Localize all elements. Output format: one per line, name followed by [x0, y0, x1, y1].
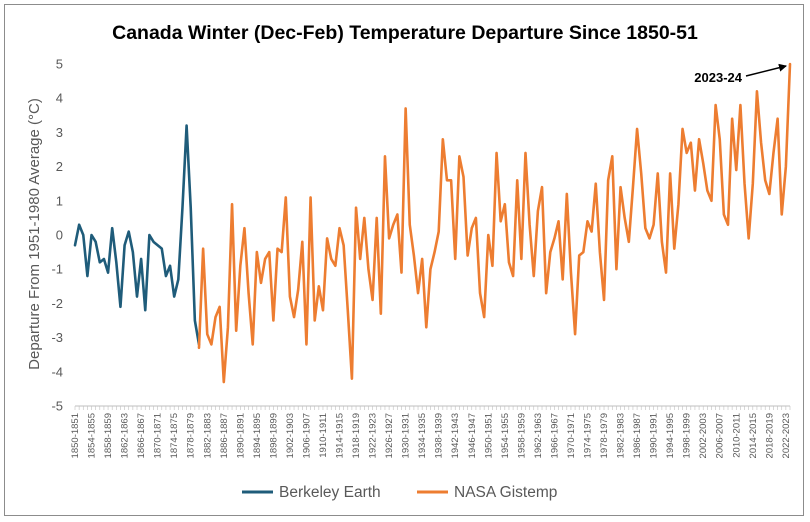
y-tick-label: 5: [56, 57, 63, 72]
y-tick-label: -4: [51, 364, 63, 379]
x-tick-label: 1950-1951: [483, 413, 494, 458]
annotation-label: 2023-24: [694, 70, 742, 85]
x-tick-label: 1882-1883: [202, 413, 213, 458]
x-tick-label: 1998-1999: [682, 413, 693, 458]
x-tick-label: 2010-2011: [731, 413, 742, 458]
x-tick-label: 1930-1931: [401, 413, 412, 458]
y-axis-label: Departure From 1951-1980 Average (°C): [26, 98, 43, 370]
x-tick-label: 1854-1855: [87, 413, 98, 458]
x-tick-label: 2022-2023: [781, 413, 792, 458]
x-tick-label: 1982-1983: [616, 413, 627, 458]
chart-title: Canada Winter (Dec-Feb) Temperature Depa…: [112, 22, 698, 44]
x-tick-label: 1970-1971: [566, 413, 577, 458]
x-tick-label: 1966-1967: [549, 413, 560, 458]
x-tick-label: 1898-1899: [268, 413, 279, 458]
series-line-nasa-gistemp: [197, 62, 792, 384]
x-tick-label: 1946-1947: [467, 413, 478, 458]
x-tick-label: 1954-1955: [500, 413, 511, 458]
x-tick-label: 1990-1991: [649, 413, 660, 458]
x-tick-label: 1866-1867: [136, 413, 147, 458]
x-tick-label: 2006-2007: [715, 413, 726, 458]
x-tick-label: 1850-1851: [70, 413, 81, 458]
x-tick-label: 1906-1907: [301, 413, 312, 458]
x-tick-label: 1862-1863: [120, 413, 131, 458]
x-tick-label: 1918-1919: [351, 413, 362, 458]
y-tick-label: 3: [56, 125, 63, 140]
x-tick-label: 1938-1939: [434, 413, 445, 458]
x-tick-label: 1958-1959: [516, 413, 527, 458]
x-tick-label: 1994-1995: [665, 413, 676, 458]
x-tick-label: 1974-1975: [582, 413, 593, 458]
legend-label-berkeley-earth: Berkeley Earth: [279, 484, 381, 501]
x-tick-label: 1890-1891: [235, 413, 246, 458]
chart-svg: Canada Winter (Dec-Feb) Temperature Depa…: [26, 22, 792, 501]
y-tick-label: 1: [56, 193, 63, 208]
x-tick-label: 1874-1875: [169, 413, 180, 458]
x-tick-label: 1926-1927: [384, 413, 395, 458]
x-tick-label: 2002-2003: [698, 413, 709, 458]
x-tick-label: 1922-1923: [368, 413, 379, 458]
legend: Berkeley Earth NASA Gistemp: [242, 484, 557, 501]
x-tick-label: 1910-1911: [318, 413, 329, 458]
x-tick-label: 1894-1895: [252, 413, 263, 458]
x-tick-label: 1914-1915: [335, 413, 346, 458]
y-tick-label: -1: [51, 262, 63, 277]
x-tick-label: 1878-1879: [186, 413, 197, 458]
x-tick-label: 1986-1987: [632, 413, 643, 458]
x-tick-label: 2014-2015: [748, 413, 759, 458]
x-tick-label: 2018-2019: [764, 413, 775, 458]
x-tick-label: 1858-1859: [103, 413, 114, 458]
x-axis: [74, 405, 791, 410]
x-tick-labels: 1850-1851 1854-1855 1858-1859 1862-1863 1866…: [70, 413, 792, 458]
x-tick-label: 1942-1943: [450, 413, 461, 458]
series-group: [73, 62, 792, 384]
x-tick-label: 1886-1887: [219, 413, 230, 458]
annotations: 2023-24: [694, 63, 787, 85]
y-tick-label: -5: [51, 399, 63, 414]
y-tick-label: -2: [51, 296, 63, 311]
x-tick-label: 1962-1963: [533, 413, 544, 458]
y-tick-label: 0: [56, 228, 63, 243]
y-tick-label: 2: [56, 159, 63, 174]
x-tick-label: 1978-1979: [599, 413, 610, 458]
x-tick-label: 1934-1935: [417, 413, 428, 458]
y-axis: 5 4 3 2 1 0 -1 -2 -3 -4 -5: [51, 57, 63, 414]
x-tick-label: 1870-1871: [153, 413, 164, 458]
chart-frame: Canada Winter (Dec-Feb) Temperature Depa…: [4, 4, 804, 516]
annotation-arrow: [745, 63, 787, 77]
x-tick-label: 1902-1903: [285, 413, 296, 458]
legend-label-nasa-gistemp: NASA Gistemp: [454, 484, 557, 501]
series-line-berkeley-earth: [73, 124, 201, 346]
y-tick-label: -3: [51, 330, 63, 345]
y-tick-label: 4: [56, 91, 63, 106]
